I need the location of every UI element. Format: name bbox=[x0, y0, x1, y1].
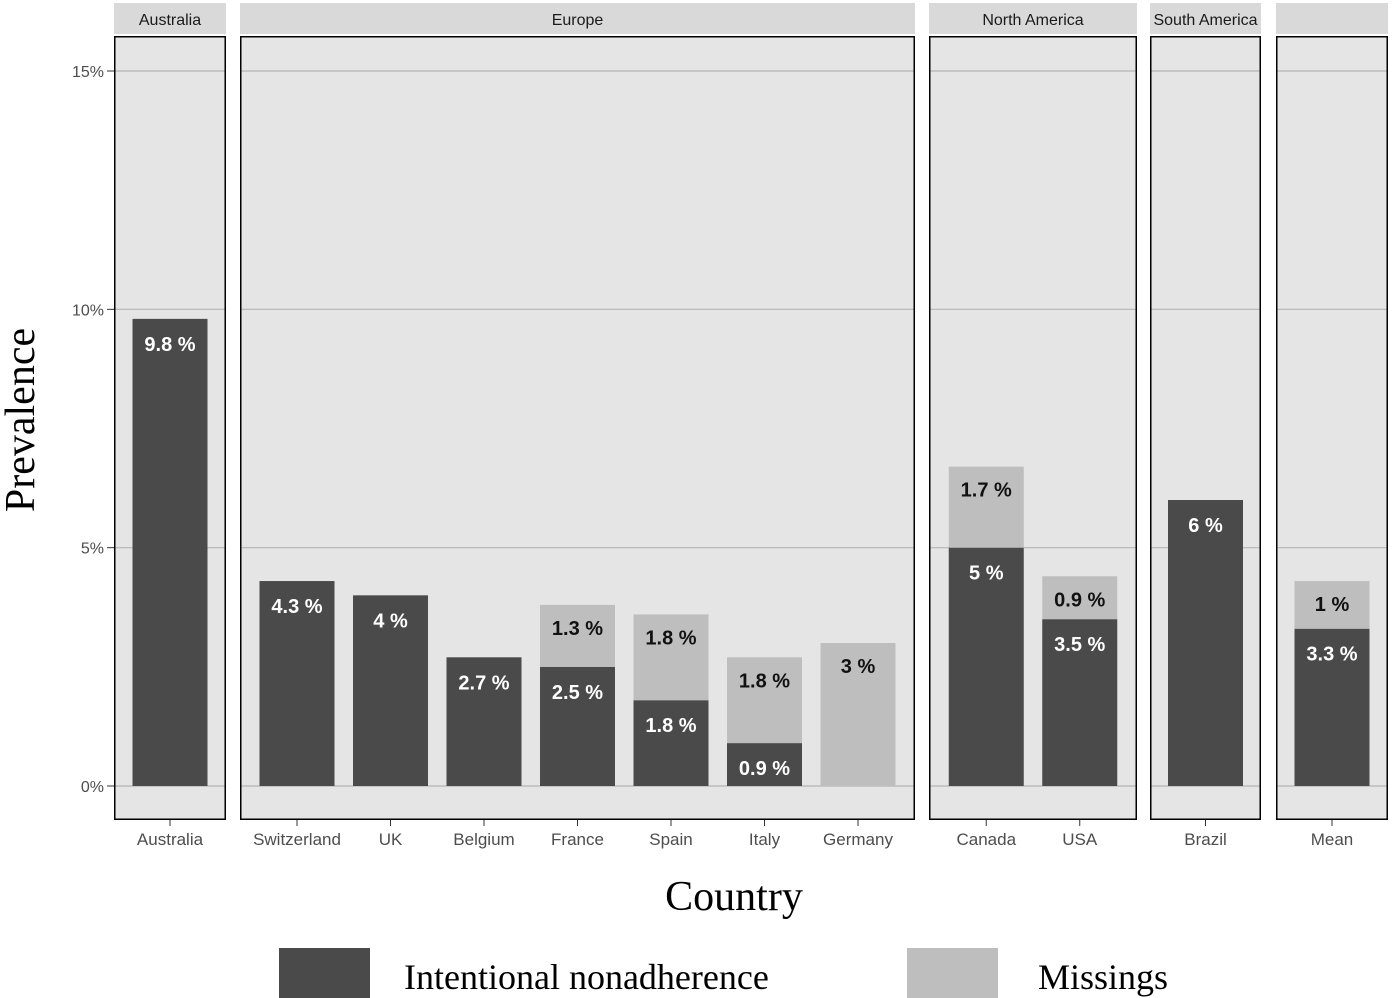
x-tick-label-uk: UK bbox=[379, 830, 403, 849]
facet-strip-south-america bbox=[1150, 3, 1261, 34]
x-tick-label-mean: Mean bbox=[1311, 830, 1354, 849]
bar-missings-germany bbox=[820, 643, 896, 786]
legend: Intentional nonadherence Missings bbox=[279, 948, 1168, 998]
data-label-missings-italy: 1.8 % bbox=[739, 670, 790, 692]
bar-missings-italy bbox=[727, 657, 802, 744]
facet-border-overall bbox=[1276, 36, 1388, 820]
legend-swatch-intentional bbox=[279, 948, 370, 998]
y-axis: 0% 5% 10% 15% bbox=[72, 64, 114, 796]
bar-missings-canada bbox=[948, 466, 1024, 548]
facet-strip-north-america bbox=[929, 3, 1137, 34]
data-label-missings-usa: 0.9 % bbox=[1054, 589, 1105, 611]
bar-intentional-australia bbox=[132, 318, 208, 786]
data-label-intentional-belgium: 2.7 % bbox=[458, 672, 509, 694]
data-label-intentional-brazil: 6 % bbox=[1188, 515, 1223, 537]
facet-border-australia bbox=[114, 36, 226, 820]
data-label-intentional-france: 2.5 % bbox=[552, 682, 603, 704]
x-axis-title: Country bbox=[665, 874, 803, 920]
bar-intentional-switzerland bbox=[259, 581, 335, 786]
x-tick-label-belgium: Belgium bbox=[453, 830, 514, 849]
data-label-missings-france: 1.3 % bbox=[552, 618, 603, 640]
x-tick-label-switzerland: Switzerland bbox=[253, 830, 341, 849]
x-tick-label-brazil: Brazil bbox=[1184, 830, 1227, 849]
facet-strip-overall bbox=[1276, 3, 1388, 34]
facet-strip-europe bbox=[240, 3, 915, 34]
x-axis: Australia Switzerland UK Belgium France Spain… bbox=[137, 820, 1353, 849]
data-label-missings-mean: 1 % bbox=[1315, 594, 1350, 616]
data-label-intentional-spain: 1.8 % bbox=[645, 715, 696, 737]
bar-intentional-belgium bbox=[446, 657, 522, 786]
facet-border-north-america bbox=[929, 36, 1137, 820]
data-label-missings-canada: 1.7 % bbox=[961, 480, 1012, 502]
data-label-missings-spain: 1.8 % bbox=[645, 627, 696, 649]
facet-label-australia: Australia bbox=[139, 12, 201, 29]
data-label-intentional-switzerland: 4.3 % bbox=[271, 596, 322, 618]
bar-intentional-italy bbox=[727, 743, 802, 786]
x-tick-label-usa: USA bbox=[1062, 830, 1098, 849]
facet-label-south-america: South America bbox=[1153, 12, 1257, 29]
facet-strip-australia bbox=[114, 3, 226, 34]
legend-label-intentional: Intentional nonadherence bbox=[404, 957, 769, 997]
y-tick-label: 0% bbox=[81, 779, 104, 796]
bar-missings-mean bbox=[1294, 581, 1370, 629]
y-tick-label: 5% bbox=[81, 541, 104, 558]
data-label-intentional-canada: 5 % bbox=[969, 563, 1004, 585]
y-axis-title: Prevalence bbox=[0, 328, 44, 512]
y-tick-label: 15% bbox=[72, 64, 104, 81]
bar-missings-france bbox=[540, 604, 615, 667]
y-tick-label: 10% bbox=[72, 302, 104, 319]
labels-layer: 9.8 % 4.3 % 4 % 2.7 % 2.5 % 1.3 % 1.8 % 1.8 % 0.… bbox=[114, 36, 1388, 820]
x-tick-label-france: France bbox=[551, 830, 604, 849]
bar-intentional-mean bbox=[1294, 628, 1370, 786]
bar-intentional-brazil bbox=[1168, 500, 1243, 786]
legend-swatch-missings bbox=[907, 948, 998, 998]
x-tick-label-spain: Spain bbox=[649, 830, 692, 849]
bars-layer bbox=[132, 318, 1370, 786]
data-label-missings-germany: 3 % bbox=[841, 656, 876, 678]
x-tick-label-germany: Germany bbox=[823, 830, 893, 849]
bar-missings-usa bbox=[1042, 576, 1118, 620]
data-label-intentional-mean: 3.3 % bbox=[1306, 644, 1357, 666]
bar-missings-spain bbox=[633, 614, 709, 701]
data-label-intentional-uk: 4 % bbox=[373, 610, 408, 632]
data-label-intentional-australia: 9.8 % bbox=[144, 334, 195, 356]
bar-intentional-canada bbox=[948, 547, 1024, 786]
facet-label-north-america: North America bbox=[982, 12, 1083, 29]
x-tick-label-australia: Australia bbox=[137, 830, 204, 849]
data-label-intentional-italy: 0.9 % bbox=[739, 758, 790, 780]
x-tick-label-italy: Italy bbox=[749, 830, 781, 849]
x-tick-label-canada: Canada bbox=[956, 830, 1016, 849]
facet-label-europe: Europe bbox=[552, 12, 604, 29]
bar-intentional-uk bbox=[353, 595, 428, 786]
bar-intentional-usa bbox=[1042, 619, 1118, 786]
facet-border-europe bbox=[240, 36, 915, 820]
data-label-intentional-usa: 3.5 % bbox=[1054, 634, 1105, 656]
facet-border-south-america bbox=[1150, 36, 1261, 820]
legend-label-missings: Missings bbox=[1038, 957, 1168, 997]
bar-intentional-spain bbox=[633, 700, 709, 786]
bar-intentional-france bbox=[540, 666, 615, 786]
